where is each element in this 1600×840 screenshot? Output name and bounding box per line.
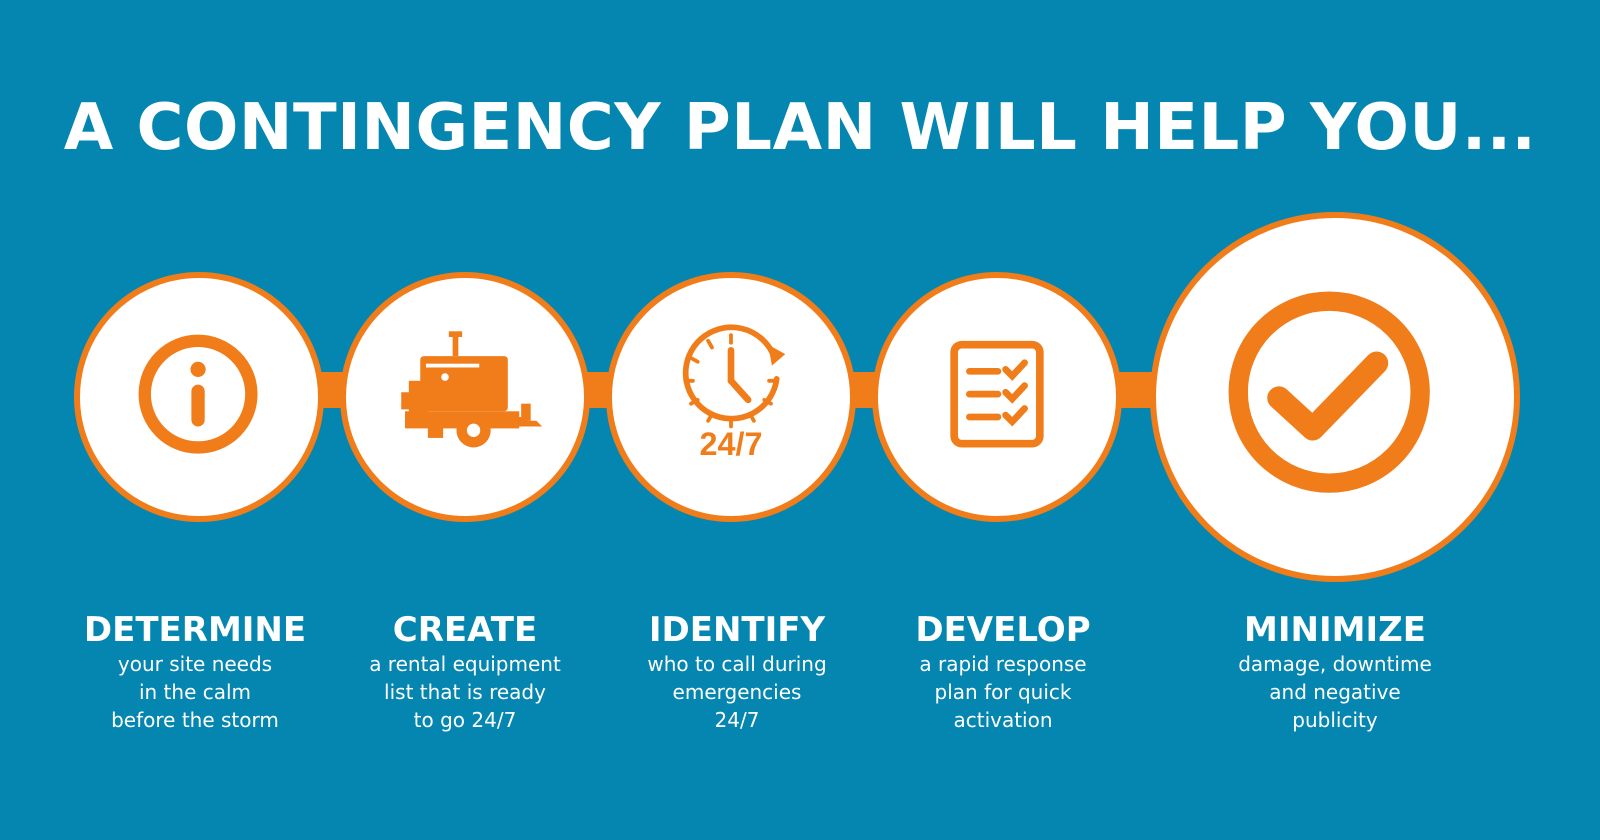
step-circle-determine — [74, 272, 324, 522]
checklist-icon — [950, 340, 1044, 448]
clock-24-7-icon: 24/7 — [682, 324, 786, 462]
step-circle-develop — [872, 272, 1122, 522]
step-label-create: CREATE a rental equipment list that is r… — [325, 610, 605, 734]
step-label-identify: IDENTIFY who to call during emergencies … — [597, 610, 877, 734]
step-heading: CREATE — [392, 610, 538, 650]
step-circle-identify: 24/7 — [606, 272, 856, 522]
page-title: A CONTINGENCY PLAN WILL HELP YOU... — [63, 91, 1537, 165]
step-description: a rapid response plan for quick activati… — [919, 652, 1087, 732]
step-heading: DETERMINE — [83, 610, 307, 650]
step-description: a rental equipment list that is ready to… — [369, 652, 561, 732]
step-heading: MINIMIZE — [1244, 610, 1426, 650]
step-label-develop: DEVELOP a rapid response plan for quick … — [863, 610, 1143, 734]
step-circle-minimize — [1150, 212, 1520, 582]
step-description: damage, downtime and negative publicity — [1238, 652, 1432, 732]
step-label-minimize: MINIMIZE damage, downtime and negative p… — [1195, 610, 1475, 734]
info-icon — [138, 334, 258, 454]
clock-24-7-label: 24/7 — [700, 426, 763, 462]
trailer-pump-icon — [401, 331, 543, 448]
step-description: who to call during emergencies 24/7 — [647, 652, 827, 732]
step-heading: DEVELOP — [915, 610, 1091, 650]
step-heading: IDENTIFY — [648, 610, 826, 650]
checkmark-circle-icon — [1228, 291, 1430, 493]
step-label-determine: DETERMINE your site needs in the calm be… — [55, 610, 335, 734]
step-description: your site needs in the calm before the s… — [111, 652, 279, 732]
step-circle-create — [340, 272, 590, 522]
